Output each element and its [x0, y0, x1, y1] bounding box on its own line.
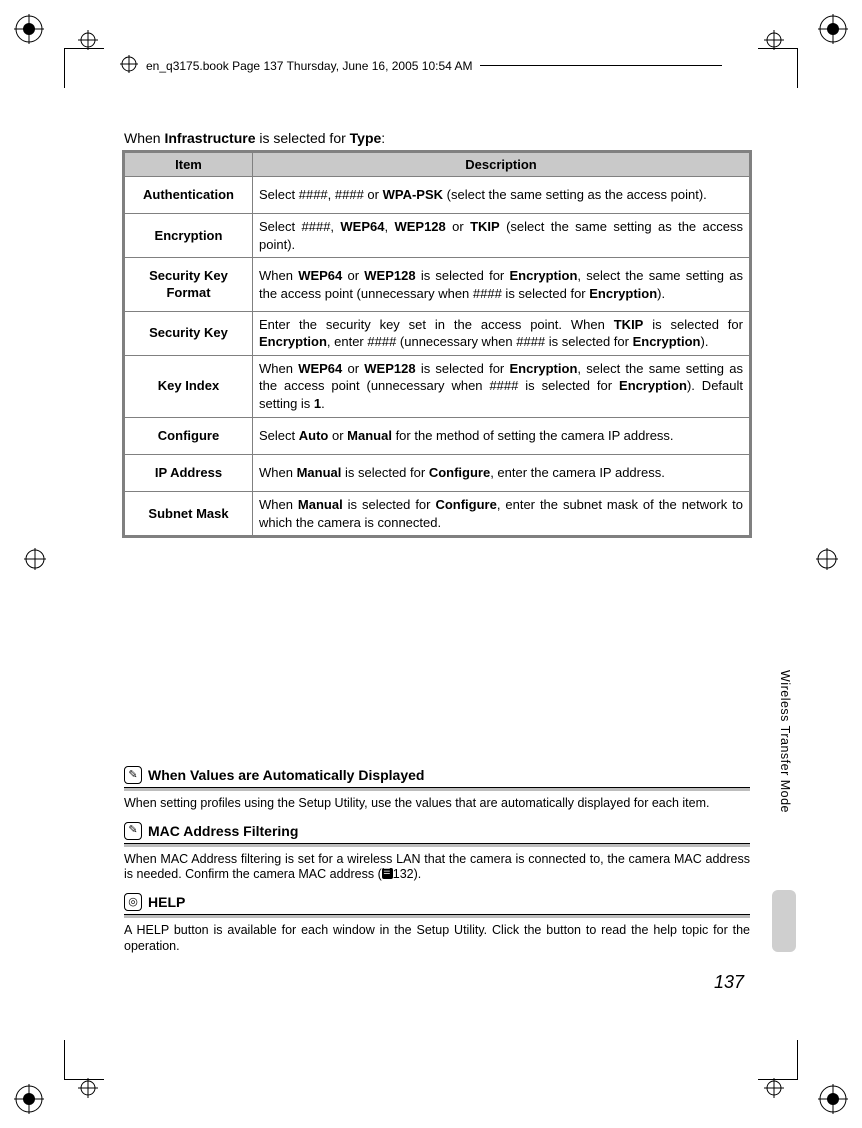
note-body: When setting profiles using the Setup Ut…: [124, 796, 750, 812]
desc-cell: Select ####, #### or WPA-PSK (select the…: [253, 177, 750, 214]
magnify-icon: ◎: [124, 893, 142, 911]
trim-corner: [64, 48, 104, 88]
note: ✎ MAC Address Filtering When MAC Address f…: [124, 822, 750, 883]
page-content: When Infrastructure is selected for Type…: [124, 130, 750, 993]
desc-cell: Select ####, WEP64, WEP128 or TKIP (sele…: [253, 214, 750, 258]
header-mark-icon: [120, 55, 138, 76]
crop-mark-icon: [764, 1078, 784, 1098]
note-body: When MAC Address filtering is set for a …: [124, 852, 750, 883]
registration-mark-icon: [818, 14, 848, 44]
desc-cell: When Manual is selected for Configure, e…: [253, 492, 750, 536]
trim-corner: [64, 1040, 104, 1080]
desc-cell: When WEP64 or WEP128 is selected for Enc…: [253, 258, 750, 312]
table-row: ConfigureSelect Auto or Manual for the m…: [125, 417, 750, 454]
col-desc: Description: [253, 153, 750, 177]
trim-corner: [758, 48, 798, 88]
table-row: Security KeyEnter the security key set i…: [125, 311, 750, 355]
intro-line: When Infrastructure is selected for Type…: [124, 130, 750, 146]
desc-cell: Select Auto or Manual for the method of …: [253, 417, 750, 454]
note-title: HELP: [148, 894, 185, 910]
crop-mark-icon: [764, 30, 784, 50]
item-cell: Security Key: [125, 311, 253, 355]
notes-section: ✎ When Values are Automatically Displayed…: [124, 766, 750, 954]
table-row: IP AddressWhen Manual is selected for Co…: [125, 454, 750, 491]
trim-corner: [758, 1040, 798, 1080]
note-rule: [124, 787, 750, 791]
note-title: When Values are Automatically Displayed: [148, 767, 424, 783]
table-row: Security KeyFormatWhen WEP64 or WEP128 i…: [125, 258, 750, 312]
running-header-text: en_q3175.book Page 137 Thursday, June 16…: [146, 59, 472, 73]
running-header: en_q3175.book Page 137 Thursday, June 16…: [120, 55, 722, 76]
header-rule: [480, 65, 722, 66]
table-row: Subnet MaskWhen Manual is selected for C…: [125, 492, 750, 536]
item-cell: Authentication: [125, 177, 253, 214]
desc-cell: Enter the security key set in the access…: [253, 311, 750, 355]
registration-mark-icon: [816, 548, 838, 570]
note: ◎ HELP A HELP button is available for each…: [124, 893, 750, 954]
item-cell: Encryption: [125, 214, 253, 258]
desc-cell: When Manual is selected for Configure, e…: [253, 454, 750, 491]
pencil-icon: ✎: [124, 822, 142, 840]
table-row: EncryptionSelect ####, WEP64, WEP128 or …: [125, 214, 750, 258]
crop-mark-icon: [78, 30, 98, 50]
table-row: AuthenticationSelect ####, #### or WPA-P…: [125, 177, 750, 214]
registration-mark-icon: [14, 14, 44, 44]
note-rule: [124, 914, 750, 918]
col-item: Item: [125, 153, 253, 177]
item-cell: Configure: [125, 417, 253, 454]
note: ✎ When Values are Automatically Displayed…: [124, 766, 750, 812]
pencil-icon: ✎: [124, 766, 142, 784]
page-number: 137: [124, 972, 750, 993]
note-title: MAC Address Filtering: [148, 823, 298, 839]
registration-mark-icon: [14, 1084, 44, 1114]
settings-table: Item Description AuthenticationSelect ##…: [124, 152, 750, 536]
registration-mark-icon: [818, 1084, 848, 1114]
note-body: A HELP button is available for each wind…: [124, 923, 750, 954]
item-cell: IP Address: [125, 454, 253, 491]
desc-cell: When WEP64 or WEP128 is selected for Enc…: [253, 355, 750, 417]
side-tab-label: Wireless Transfer Mode: [778, 670, 792, 813]
table-row: Key IndexWhen WEP64 or WEP128 is selecte…: [125, 355, 750, 417]
item-cell: Key Index: [125, 355, 253, 417]
registration-mark-icon: [24, 548, 46, 570]
side-thumb-tab: [772, 890, 796, 952]
note-rule: [124, 843, 750, 847]
item-cell: Security KeyFormat: [125, 258, 253, 312]
item-cell: Subnet Mask: [125, 492, 253, 536]
crop-mark-icon: [78, 1078, 98, 1098]
